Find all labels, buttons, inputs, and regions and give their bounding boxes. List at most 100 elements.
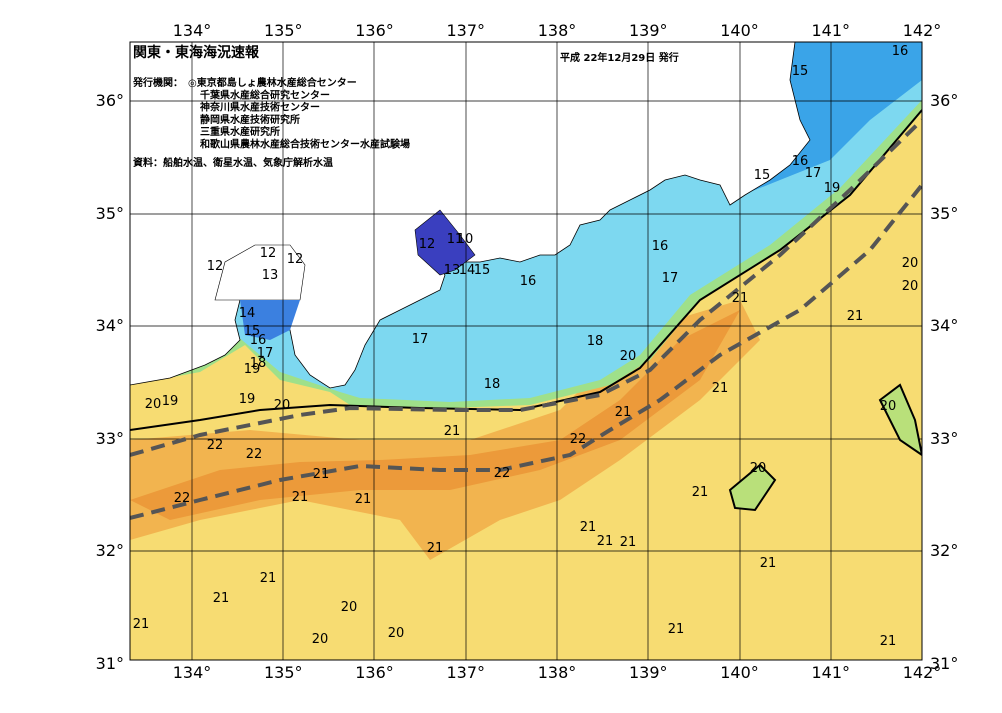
lon-label: 142° xyxy=(903,663,942,682)
contour-label: 15 xyxy=(244,324,261,339)
contour-label: 17 xyxy=(805,166,822,181)
contour-label: 21 xyxy=(880,634,897,649)
contour-label: 14 xyxy=(239,306,256,321)
contour-label: 20 xyxy=(145,397,162,412)
lon-label: 142° xyxy=(903,21,942,40)
grid-lines xyxy=(130,42,922,660)
contour-label: 15 xyxy=(754,168,771,183)
contour-label: 21 xyxy=(760,556,777,571)
contour-label: 21 xyxy=(732,291,749,306)
lon-label: 139° xyxy=(629,21,668,40)
contour-label: 17 xyxy=(412,332,429,347)
contour-label: 21 xyxy=(847,309,864,324)
contour-label: 21 xyxy=(260,571,277,586)
source: 資料：船舶水温、衛星水温、気象庁解析水温 xyxy=(133,156,333,169)
lon-label: 139° xyxy=(629,663,668,682)
contour-label: 22 xyxy=(494,466,511,481)
contour-label: 22 xyxy=(207,438,224,453)
contour-label: 18 xyxy=(250,356,267,371)
lon-label: 138° xyxy=(538,21,577,40)
contour-label: 16 xyxy=(520,274,537,289)
contour-label: 20 xyxy=(312,632,329,647)
lon-label: 137° xyxy=(446,21,485,40)
contour-label: 20 xyxy=(902,279,919,294)
issuer: 和歌山県農林水産総合技術センター水産試験場 xyxy=(199,138,410,151)
contour-label: 21 xyxy=(427,541,444,556)
lon-label: 138° xyxy=(538,663,577,682)
contour-label: 21 xyxy=(213,591,230,606)
contour-label: 12 xyxy=(260,246,277,261)
lon-label: 136° xyxy=(355,663,394,682)
contour-label: 22 xyxy=(570,432,587,447)
lat-label: 34° xyxy=(96,316,124,335)
contour-label: 10 xyxy=(457,232,474,247)
issuer: 神奈川県水産技術センター xyxy=(200,101,320,114)
lat-label: 36° xyxy=(96,91,124,110)
kuroshio-axis-south xyxy=(130,183,922,520)
contour-label: 17 xyxy=(257,346,274,361)
contour-label: 18 xyxy=(484,377,501,392)
title: 関東・東海海況速報 xyxy=(133,44,260,61)
contour-label: 17 xyxy=(662,271,679,286)
contour-label: 21 xyxy=(313,467,330,482)
grid xyxy=(130,42,922,660)
lat-label: 33° xyxy=(930,429,958,448)
contour-label: 12 xyxy=(419,237,436,252)
contour-label: 12 xyxy=(287,252,304,267)
issuer: 三重県水産研究所 xyxy=(200,125,280,138)
issuer: 千葉県水産総合研究センター xyxy=(200,88,330,101)
lat-label: 35° xyxy=(96,204,124,223)
issue-date: 平成 22年12月29日 発行 xyxy=(560,51,679,64)
lon-label: 134° xyxy=(173,663,212,682)
lat-label: 31° xyxy=(96,654,124,673)
contour-label: 13 xyxy=(444,263,461,278)
kuroshio-axis xyxy=(130,118,922,457)
contour-label: 21 xyxy=(615,405,632,420)
lon-label: 134° xyxy=(173,21,212,40)
contour-label: 21 xyxy=(292,490,309,505)
contour-label: 21 xyxy=(692,485,709,500)
contour-label: 15 xyxy=(792,64,809,79)
contour-label: 19 xyxy=(162,394,179,409)
contour-label: 20 xyxy=(620,349,637,364)
contour-label: 16 xyxy=(792,154,809,169)
map-frame xyxy=(129,41,923,661)
isotherm-20 xyxy=(130,109,922,431)
contour-label: 21 xyxy=(668,622,685,637)
contour-label: 22 xyxy=(246,447,263,462)
contour-label: 21 xyxy=(620,535,637,550)
lon-label: 135° xyxy=(264,663,303,682)
contour-label: 20 xyxy=(388,626,405,641)
contour-label: 12 xyxy=(207,259,224,274)
contour-label: 20 xyxy=(880,399,897,414)
lon-label: 140° xyxy=(720,663,759,682)
contour-label: 16 xyxy=(652,239,669,254)
contour-label: 21 xyxy=(580,520,597,535)
contour-label: 14 xyxy=(459,263,476,278)
lat-label: 36° xyxy=(930,91,958,110)
lat-label: 33° xyxy=(96,429,124,448)
warm-core-inner xyxy=(130,310,740,520)
contour-label: 16 xyxy=(250,333,267,348)
map-body xyxy=(130,42,922,660)
lat-label: 32° xyxy=(930,541,958,560)
contour-label: 11 xyxy=(447,232,464,247)
lon-label: 140° xyxy=(720,21,759,40)
cool-eddy xyxy=(728,463,777,512)
contour-label: 21 xyxy=(355,492,372,507)
contour-label: 15 xyxy=(474,263,491,278)
issuer: 静岡県水産技術研究所 xyxy=(200,113,300,126)
lon-label: 137° xyxy=(446,663,485,682)
contour-label: 16 xyxy=(892,44,909,59)
issuer-label: 発行機関： xyxy=(132,76,183,89)
lon-label: 135° xyxy=(264,21,303,40)
kii-channel xyxy=(240,300,300,340)
contour-label: 20 xyxy=(341,600,358,615)
lon-label: 141° xyxy=(811,21,850,40)
cool-eddy xyxy=(878,383,922,457)
lon-label: 136° xyxy=(355,21,394,40)
lat-label: 32° xyxy=(96,541,124,560)
contour-label: 19 xyxy=(239,392,256,407)
